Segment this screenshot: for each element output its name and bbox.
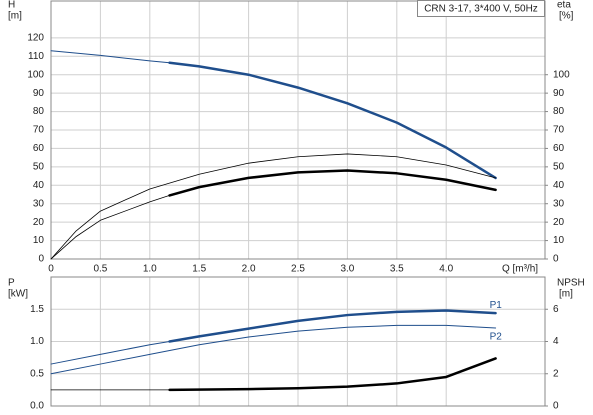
y2-axis-unit: [%]	[559, 11, 574, 22]
curve	[168, 169, 497, 197]
chart-title: CRN 3-17, 3*400 V, 50Hz	[424, 4, 538, 15]
y-tick-label: 100	[27, 69, 44, 80]
y2-tick-label: 70	[553, 125, 565, 136]
y2-tick-label: 2	[553, 368, 559, 379]
y2-tick-label: 30	[553, 198, 565, 209]
x-tick-label: 3.0	[340, 264, 354, 275]
x-tick-label: 0	[48, 264, 54, 275]
curve	[50, 341, 171, 365]
curve	[168, 61, 497, 180]
y-axis-label: P	[8, 278, 15, 289]
x-axis-label: Q [m³/h]	[502, 264, 538, 275]
y2-tick-label: 6	[553, 304, 559, 315]
y-tick-label: 110	[28, 51, 44, 62]
x-tick-label: 2.5	[291, 264, 305, 275]
y-tick-label: 60	[33, 143, 45, 154]
plot-border	[50, 276, 546, 407]
y-axis-label: H	[8, 0, 15, 11]
line-label: P2	[490, 332, 503, 343]
y2-axis-unit: [m]	[559, 289, 573, 300]
y2-axis-label: NPSH	[557, 278, 585, 289]
curve	[50, 50, 171, 64]
x-tick-label: 1.5	[192, 264, 206, 275]
y2-tick-label: 60	[553, 143, 565, 154]
line-label: P1	[490, 300, 503, 311]
x-tick-label: 4.0	[439, 264, 453, 275]
y-tick-label: 30	[33, 198, 45, 209]
y-tick-label: 120	[27, 32, 44, 43]
x-tick-label: 3.5	[390, 264, 404, 275]
y-tick-label: 1.0	[30, 336, 44, 347]
curve	[168, 357, 497, 392]
y2-tick-label: 0	[553, 254, 559, 265]
y-axis-unit: [m]	[8, 11, 22, 22]
y2-tick-label: 90	[553, 88, 565, 99]
y2-tick-label: 80	[553, 106, 565, 117]
x-tick-label: 1.0	[143, 264, 157, 275]
y-tick-label: 0.0	[30, 401, 44, 412]
y2-tick-label: 40	[553, 180, 565, 191]
y-tick-label: 50	[33, 161, 45, 172]
curve	[168, 309, 497, 343]
y-tick-label: 0.5	[30, 368, 44, 379]
x-tick-label: 0.5	[93, 264, 107, 275]
curve	[50, 153, 496, 260]
plot-border	[50, 0, 546, 260]
y-tick-label: 90	[33, 88, 45, 99]
curve	[50, 195, 170, 260]
y2-tick-label: 0	[553, 401, 559, 412]
curve	[50, 324, 497, 375]
y-tick-label: 20	[33, 217, 45, 228]
x-tick-label: 2.0	[242, 264, 256, 275]
y-tick-label: 40	[33, 180, 45, 191]
y-tick-label: 80	[33, 106, 45, 117]
y-tick-label: 10	[33, 235, 45, 246]
y-tick-label: 1.5	[30, 304, 44, 315]
title-box	[417, 0, 545, 17]
y-tick-label: 70	[33, 125, 45, 136]
y2-tick-label: 4	[553, 336, 559, 347]
y-axis-unit: [kW]	[8, 289, 28, 300]
y2-tick-label: 10	[553, 235, 565, 246]
y2-axis-label: eta	[557, 0, 571, 11]
y2-tick-label: 100	[553, 69, 570, 80]
y2-tick-label: 20	[553, 217, 565, 228]
y-tick-label: 0	[38, 254, 44, 265]
y2-tick-label: 50	[553, 161, 565, 172]
